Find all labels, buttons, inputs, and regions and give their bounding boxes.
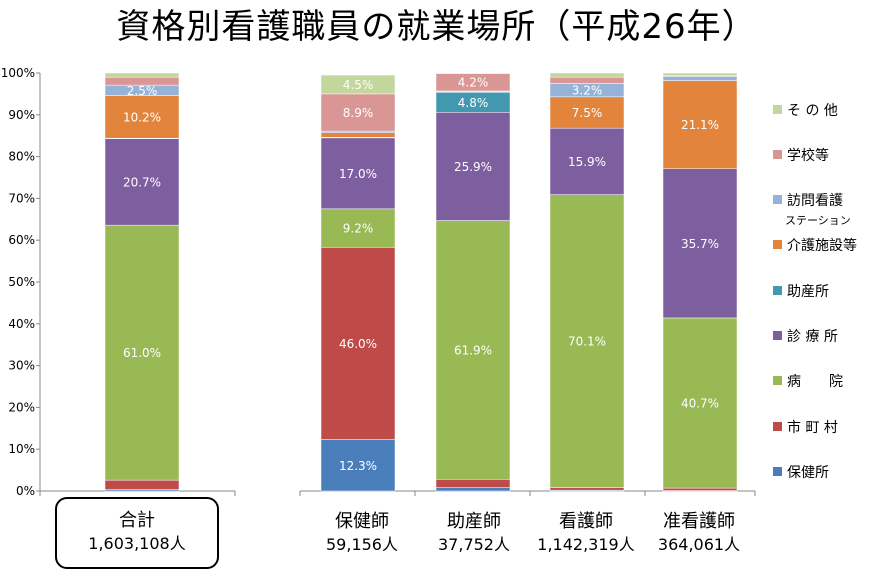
- bar-segment: [549, 194, 625, 488]
- legend-label: そ の 他: [787, 103, 838, 119]
- chart-title: 資格別看護職員の就業場所（平成26年）: [116, 7, 757, 47]
- legend-label: 診 療 所: [787, 328, 838, 345]
- bar-segment: [320, 439, 396, 492]
- y-tick-label: 0%: [16, 484, 35, 498]
- bar-segment: [320, 74, 396, 95]
- category-label-nurse: 看護師 1,142,319人: [518, 510, 654, 556]
- data-label: 17.0%: [339, 167, 377, 181]
- category-count: 37,752人: [438, 535, 510, 554]
- bar-segment: [320, 247, 396, 440]
- data-label: 12.3%: [339, 459, 377, 473]
- legend-label: 助産所: [787, 284, 829, 300]
- bar-segment: [320, 130, 396, 134]
- bar-segment: [662, 317, 738, 489]
- y-tick-label: 30%: [8, 359, 35, 373]
- bar-segment: [435, 112, 511, 221]
- data-label: 15.9%: [568, 155, 606, 169]
- legend-label: 学校等: [787, 147, 829, 164]
- bar-segment: [549, 76, 625, 84]
- data-label: 4.2%: [458, 76, 489, 90]
- bar-segment: [320, 132, 396, 138]
- data-label: 8.9%: [343, 106, 374, 120]
- legend-swatch: [773, 240, 782, 249]
- data-label: 20.7%: [123, 175, 161, 189]
- y-tick-label: 10%: [8, 442, 35, 456]
- category-count: 364,061人: [657, 535, 741, 554]
- bar-segment: [662, 80, 738, 169]
- category-label-assistant-nurse: 准看護師 364,061人: [640, 510, 758, 556]
- category-label-total: 合計 1,603,108人: [55, 497, 219, 569]
- y-tick-label: 90%: [8, 108, 35, 122]
- y-tick-label: 50%: [8, 275, 35, 289]
- legend-label: 市 町 村: [787, 419, 838, 436]
- legend-swatch: [773, 105, 782, 114]
- bar-segment: [662, 72, 738, 76]
- data-label: 3.2%: [572, 84, 603, 98]
- y-tick-label: 60%: [8, 233, 35, 247]
- bar-segment: [320, 208, 396, 248]
- bar-segment: [662, 168, 738, 319]
- category-name: 助産師: [447, 511, 501, 532]
- legend-swatch: [773, 286, 782, 295]
- data-label: 35.7%: [681, 237, 719, 251]
- legend-swatch: [773, 150, 782, 159]
- data-label: 25.9%: [454, 160, 492, 174]
- bar-segment: [549, 96, 625, 129]
- category-count: 59,156人: [326, 535, 398, 554]
- legend-label: 病 院: [787, 374, 843, 390]
- bar-segment: [104, 489, 180, 492]
- category-count: 1,142,319人: [537, 535, 635, 554]
- legend-swatch: [773, 195, 782, 204]
- y-tick-label: 80%: [8, 150, 35, 164]
- legend-swatch: [773, 331, 782, 340]
- y-tick-label: 20%: [8, 400, 35, 414]
- data-label: 4.5%: [343, 78, 374, 92]
- y-tick-label: 40%: [8, 317, 35, 331]
- category-count: 1,603,108人: [88, 534, 186, 553]
- category-label-public-health-nurse: 保健師 59,156人: [303, 510, 421, 556]
- category-name: 看護師: [559, 511, 613, 532]
- category-name: 合計: [119, 510, 155, 531]
- legend-swatch: [773, 376, 782, 385]
- data-label: 2.5%: [127, 84, 158, 98]
- legend-swatch: [773, 467, 782, 476]
- data-label: 10.2%: [123, 110, 161, 124]
- legend-label: 保健所: [787, 465, 829, 481]
- bar-segment: [549, 127, 625, 195]
- data-label: 9.2%: [343, 222, 374, 236]
- bar-segment: [104, 72, 180, 78]
- legend-swatch: [773, 422, 782, 431]
- bar-segment: [662, 487, 738, 491]
- bar-segment: [320, 93, 396, 132]
- bar-segment: [104, 95, 180, 139]
- bar-segment: [104, 224, 180, 481]
- category-name: 准看護師: [663, 511, 735, 532]
- bar-segment: [104, 479, 180, 490]
- legend-label: 訪問看護ステーション: [785, 193, 851, 227]
- bar-segment: [435, 220, 511, 480]
- y-tick-label: 70%: [8, 191, 35, 205]
- bar-segment: [435, 487, 511, 492]
- bar-segment: [320, 137, 396, 210]
- bar-segment: [435, 479, 511, 488]
- data-label: 61.0%: [123, 346, 161, 360]
- data-label: 4.8%: [458, 96, 489, 110]
- data-label: 7.5%: [572, 106, 603, 120]
- bar-segment: [104, 138, 180, 226]
- data-label: 40.7%: [681, 397, 719, 411]
- legend-label: 介護施設等: [787, 237, 857, 254]
- data-label: 21.1%: [681, 118, 719, 132]
- y-tick-label: 100%: [1, 66, 35, 80]
- bar-segment: [662, 76, 738, 81]
- category-name: 保健師: [335, 511, 389, 532]
- data-label: 46.0%: [339, 337, 377, 351]
- data-label: 70.1%: [568, 335, 606, 349]
- data-label: 61.9%: [454, 343, 492, 357]
- bar-segment: [549, 72, 625, 78]
- bar-segment: [435, 72, 511, 74]
- bar-segment: [549, 487, 625, 491]
- bar-segment: [104, 76, 180, 86]
- category-label-midwife: 助産師 37,752人: [415, 510, 533, 556]
